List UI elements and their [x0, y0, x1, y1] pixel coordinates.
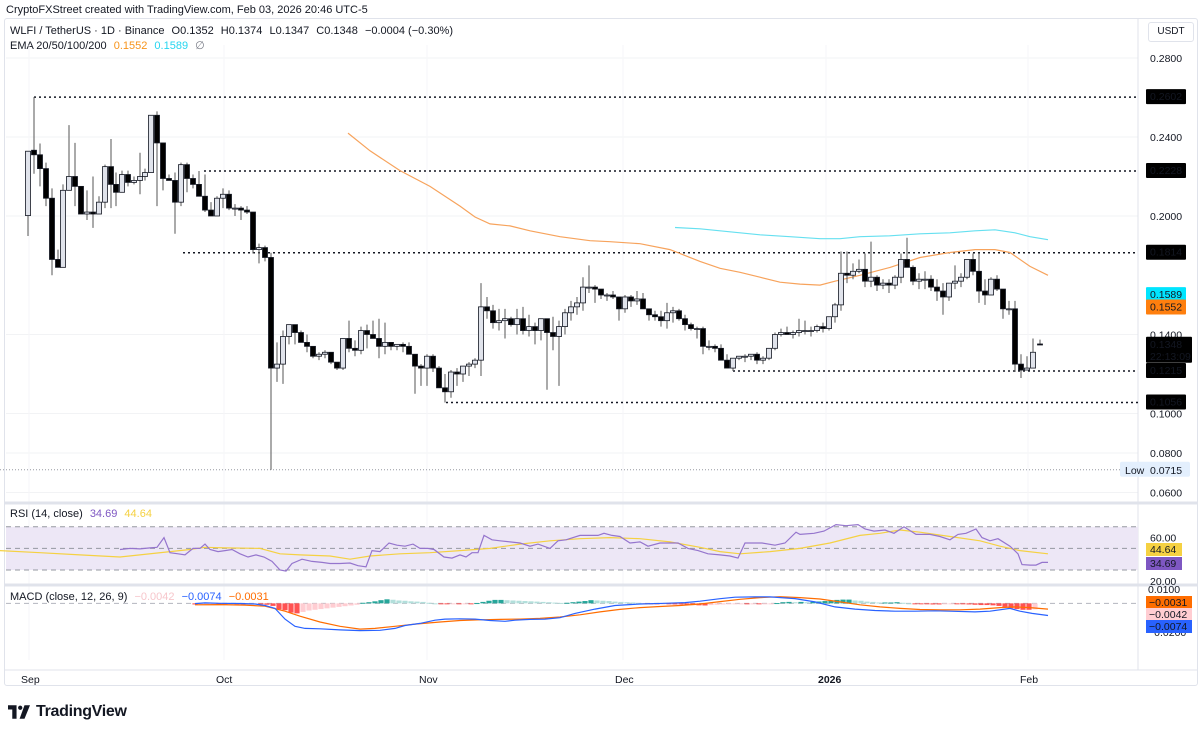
ohlc-change: −0.0004 (−0.30%) [364, 25, 454, 37]
ema-label[interactable]: EMA 20/50/100/200 [10, 40, 107, 52]
svg-text:0.1056: 0.1056 [1150, 396, 1182, 408]
svg-text:0.0715: 0.0715 [1150, 465, 1182, 477]
ema-empty-icon: ∅ [195, 40, 205, 52]
tradingview-logo[interactable]: TradingView [8, 703, 127, 721]
rsi-value: 34.69 [89, 508, 118, 520]
svg-text:44.64: 44.64 [1150, 544, 1176, 556]
svg-text:0.2800: 0.2800 [1150, 53, 1182, 65]
svg-text:0.2602: 0.2602 [1150, 91, 1182, 103]
svg-text:Feb: Feb [1020, 674, 1038, 686]
rsi-ma-value: 44.64 [124, 508, 152, 520]
ohlc-close: C0.1348 [316, 25, 358, 37]
tradingview-logo-icon [8, 705, 30, 719]
svg-text:0.1552: 0.1552 [1150, 301, 1182, 313]
svg-text:Low: Low [1125, 465, 1145, 477]
macd-legend: MACD (close, 12, 26, 9) −0.0042 −0.0074 … [10, 591, 273, 603]
svg-text:0.2000: 0.2000 [1150, 211, 1182, 223]
currency-label[interactable]: USDT [1148, 22, 1194, 42]
svg-text:22:13:09: 22:13:09 [1150, 351, 1191, 363]
symbol-name[interactable]: WLFI / TetherUS · 1D · Binance [10, 25, 165, 37]
rsi-legend: RSI (14, close) 34.69 44.64 [10, 508, 156, 520]
svg-text:0.1589: 0.1589 [1150, 289, 1182, 301]
chart-credit: CryptoFXStreet created with TradingView.… [6, 4, 368, 16]
svg-text:2026: 2026 [818, 674, 842, 686]
svg-text:0.0800: 0.0800 [1150, 448, 1182, 460]
ema50-value: 0.1552 [113, 40, 148, 52]
svg-text:0.1348: 0.1348 [1150, 339, 1182, 351]
svg-text:0.0100: 0.0100 [1148, 584, 1180, 596]
svg-text:Oct: Oct [216, 674, 232, 686]
svg-text:0.1000: 0.1000 [1150, 409, 1182, 421]
macd-hist-value: −0.0042 [134, 591, 175, 603]
ohlc-low: L0.1347 [269, 25, 310, 37]
macd-signal-value: −0.0031 [228, 591, 269, 603]
svg-text:34.69: 34.69 [1150, 558, 1176, 570]
tradingview-logo-text: TradingView [36, 703, 127, 720]
svg-text:0.1215: 0.1215 [1150, 365, 1182, 377]
svg-text:20.00: 20.00 [1150, 576, 1176, 588]
svg-text:60.00: 60.00 [1150, 533, 1176, 545]
svg-text:Nov: Nov [419, 674, 438, 686]
svg-text:Sep: Sep [21, 674, 40, 686]
ema-legend: EMA 20/50/100/200 0.1552 0.1589 ∅ [10, 39, 209, 52]
chart-canvas[interactable]: 0.28000.24000.20000.14000.10000.08000.06… [0, 0, 1204, 700]
ema100-value: 0.1589 [154, 40, 189, 52]
svg-text:−0.0042: −0.0042 [1149, 609, 1187, 621]
macd-label[interactable]: MACD (close, 12, 26, 9) [10, 591, 128, 603]
rsi-label[interactable]: RSI (14, close) [10, 508, 83, 520]
svg-text:Dec: Dec [615, 674, 634, 686]
svg-text:−0.0031: −0.0031 [1149, 597, 1187, 609]
svg-text:0.0600: 0.0600 [1150, 488, 1182, 500]
symbol-legend: WLFI / TetherUS · 1D · Binance O0.1352 H… [10, 25, 457, 37]
svg-text:−0.0074: −0.0074 [1149, 621, 1187, 633]
ohlc-open: O0.1352 [171, 25, 214, 37]
svg-text:0.2400: 0.2400 [1150, 132, 1182, 144]
chart-frame [4, 18, 1198, 686]
candles [25, 97, 1043, 470]
svg-text:0.1814: 0.1814 [1150, 247, 1182, 259]
ohlc-high: H0.1374 [220, 25, 263, 37]
svg-text:0.2228: 0.2228 [1150, 165, 1182, 177]
macd-value: −0.0074 [181, 591, 222, 603]
